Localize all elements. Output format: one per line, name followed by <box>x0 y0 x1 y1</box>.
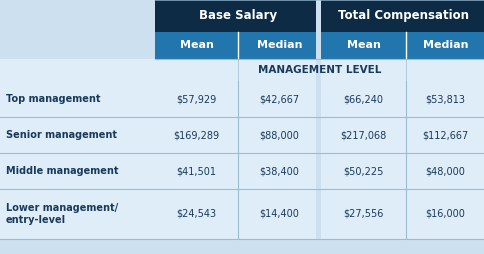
Text: $57,929: $57,929 <box>176 94 216 104</box>
Bar <box>0 81 484 117</box>
Text: Median: Median <box>422 40 467 51</box>
Bar <box>0 59 484 81</box>
Text: $88,000: $88,000 <box>259 130 299 140</box>
Text: Middle management: Middle management <box>6 166 118 176</box>
Bar <box>0 0 155 32</box>
Bar <box>316 0 320 32</box>
Text: $112,667: $112,667 <box>422 130 468 140</box>
Bar <box>238 32 320 59</box>
Bar <box>316 32 320 59</box>
Bar <box>320 0 484 32</box>
Bar <box>405 32 484 59</box>
Text: $38,400: $38,400 <box>259 166 299 176</box>
Text: $50,225: $50,225 <box>343 166 383 176</box>
Text: Lower management/
entry-level: Lower management/ entry-level <box>6 203 118 225</box>
Text: $14,400: $14,400 <box>259 209 299 219</box>
Text: $48,000: $48,000 <box>424 166 465 176</box>
Text: Senior management: Senior management <box>6 130 117 140</box>
Bar <box>0 117 484 153</box>
Bar <box>155 32 238 59</box>
Text: Base Salary: Base Salary <box>198 9 276 23</box>
Bar <box>320 32 405 59</box>
Text: Top management: Top management <box>6 94 100 104</box>
Text: $53,813: $53,813 <box>424 94 465 104</box>
Text: $42,667: $42,667 <box>259 94 299 104</box>
Bar <box>0 32 155 59</box>
Text: Mean: Mean <box>179 40 213 51</box>
Bar <box>0 153 484 189</box>
Text: $27,556: $27,556 <box>343 209 383 219</box>
Text: $41,501: $41,501 <box>176 166 216 176</box>
Text: $217,068: $217,068 <box>340 130 386 140</box>
Text: $24,543: $24,543 <box>176 209 216 219</box>
Text: $169,289: $169,289 <box>173 130 219 140</box>
Text: Median: Median <box>256 40 302 51</box>
Text: $66,240: $66,240 <box>343 94 383 104</box>
Text: $16,000: $16,000 <box>424 209 465 219</box>
Bar <box>155 0 320 32</box>
Bar <box>316 59 320 239</box>
Text: MANAGEMENT LEVEL: MANAGEMENT LEVEL <box>258 65 381 75</box>
Text: Total Compensation: Total Compensation <box>337 9 468 23</box>
Bar <box>0 189 484 239</box>
Text: Mean: Mean <box>346 40 379 51</box>
